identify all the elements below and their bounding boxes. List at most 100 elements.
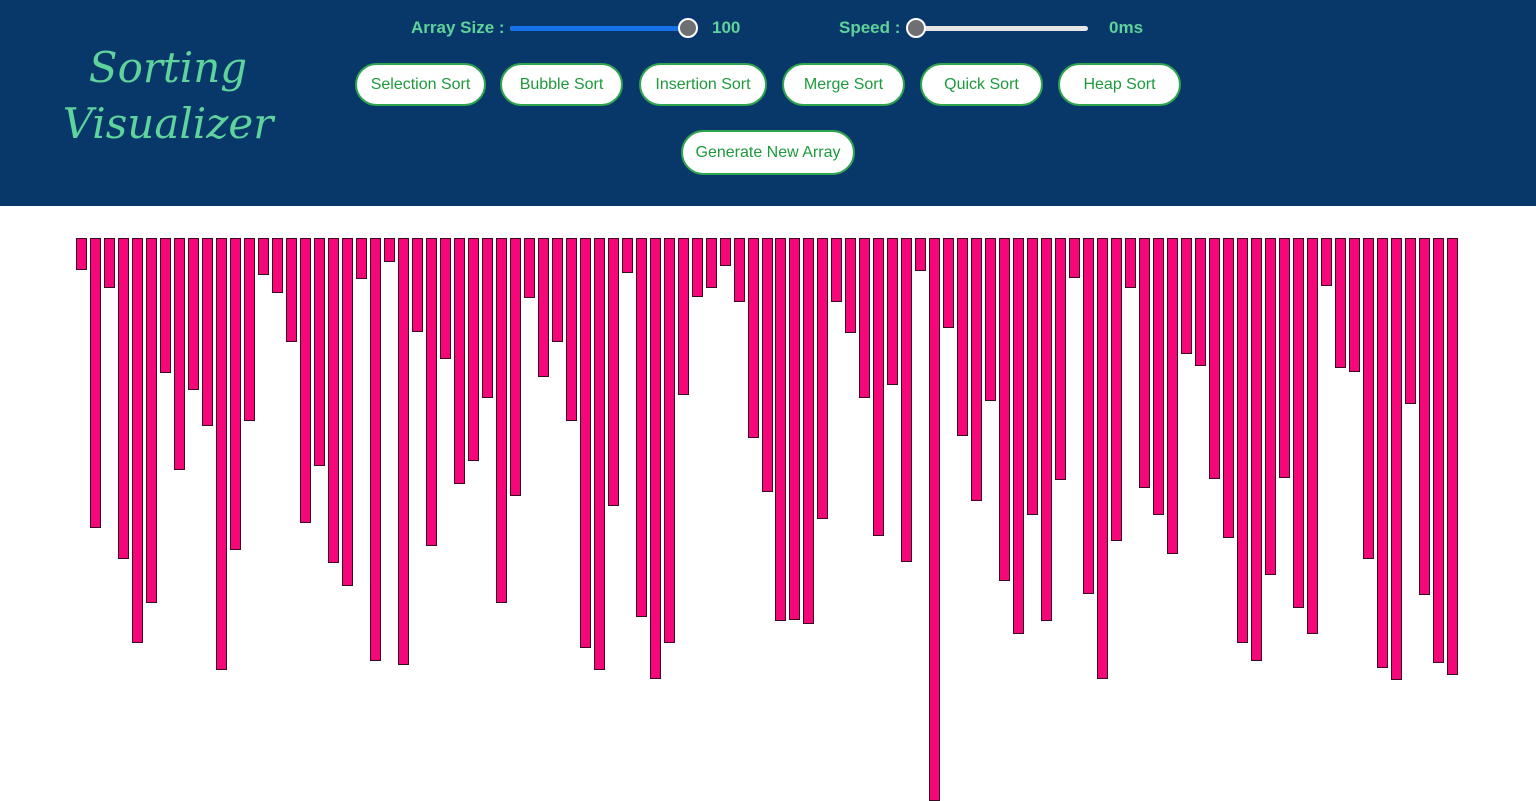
array-bar [1195,238,1207,366]
array-bar [1209,238,1221,479]
array-size-slider-fill [510,26,688,31]
array-bar [929,238,941,801]
array-bar [1055,238,1067,480]
array-bar [383,238,395,262]
array-bar [1027,238,1039,515]
array-size-value: 100 [712,18,741,37]
array-bar [663,238,675,643]
array-bar [565,238,577,421]
array-bar [999,238,1011,581]
array-bar [873,238,885,536]
array-bar [145,238,157,603]
array-bar [285,238,297,342]
array-bar [705,238,717,288]
array-bar [1013,238,1025,634]
array-bar [481,238,493,398]
quick-sort-button[interactable]: Quick Sort [920,63,1043,106]
array-bar [1069,238,1081,278]
array-bar [257,238,269,275]
array-bar [369,238,381,661]
array-bar [243,238,255,421]
array-bar [327,238,339,563]
generate-new-array-button[interactable]: Generate New Array [681,130,855,175]
array-bar [341,238,353,586]
array-bar [775,238,787,621]
array-bar [817,238,829,519]
header-bar: Sorting Visualizer Array Size : 100 Spee… [0,0,1536,206]
array-bar [131,238,143,643]
array-bar [1405,238,1417,404]
array-bar [859,238,871,398]
array-bar [845,238,857,333]
array-bar [1237,238,1249,643]
array-bar [1097,238,1109,679]
array-bar [831,238,843,302]
array-bar [313,238,325,466]
array-bar [1083,238,1095,594]
array-bar [691,238,703,297]
array-bar [579,238,591,648]
array-size-label: Array Size : [411,18,505,37]
array-bar [957,238,969,436]
array-bar [1153,238,1165,515]
array-bar [89,238,101,528]
app-title: Sorting Visualizer [58,40,278,152]
selection-sort-button[interactable]: Selection Sort [355,63,486,106]
array-bar [229,238,241,550]
array-bar [1167,238,1179,554]
array-bar [215,238,227,670]
array-bar [1335,238,1347,368]
array-bar [733,238,745,302]
array-bar [173,238,185,470]
speed-slider-thumb[interactable] [906,18,926,38]
array-bar [1293,238,1305,608]
array-bar [103,238,115,288]
merge-sort-button[interactable]: Merge Sort [782,63,905,106]
array-bar [719,238,731,266]
array-bar [117,238,129,559]
array-bar [915,238,927,271]
array-bar [159,238,171,373]
array-bar [943,238,955,328]
array-bar [789,238,801,620]
array-bar [635,238,647,617]
array-bar [1433,238,1445,663]
array-bar [1363,238,1375,559]
bars-area [0,206,1536,801]
array-size-slider[interactable] [510,26,688,31]
array-bar [537,238,549,377]
array-bar [509,238,521,496]
array-bar [1307,238,1319,634]
array-bar [1111,238,1123,541]
array-bar [453,238,465,484]
array-bar [1419,238,1431,595]
insertion-sort-button[interactable]: Insertion Sort [639,63,767,106]
speed-value: 0ms [1109,18,1144,37]
array-bar [187,238,199,390]
array-bar [425,238,437,546]
array-bar [355,238,367,279]
array-bar [1279,238,1291,478]
array-bar [1181,238,1193,354]
array-bar [747,238,759,438]
array-size-slider-thumb[interactable] [678,18,698,38]
array-bar [607,238,619,506]
array-bar [467,238,479,461]
array-bar [621,238,633,273]
array-bar [411,238,423,332]
array-bar [971,238,983,501]
array-bar [299,238,311,523]
array-bar [901,238,913,562]
array-bar [201,238,213,426]
array-bar [1321,238,1333,286]
array-bar [1139,238,1151,488]
array-bar [397,238,409,665]
array-bar [1391,238,1403,680]
array-bar [649,238,661,679]
bubble-sort-button[interactable]: Bubble Sort [500,63,623,106]
heap-sort-button[interactable]: Heap Sort [1058,63,1181,106]
array-bar [439,238,451,359]
speed-slider[interactable] [910,26,1088,31]
array-bar [271,238,283,293]
speed-label: Speed : [839,18,901,37]
